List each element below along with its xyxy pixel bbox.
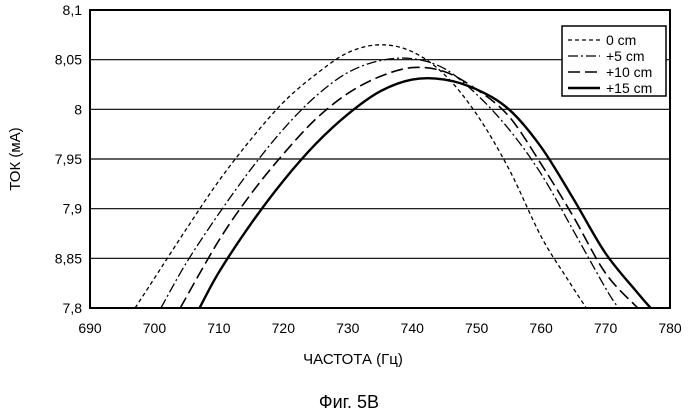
x-tick-label: 740 [401,320,425,336]
series-line-3 [198,76,652,308]
legend-label: +5 cm [606,48,645,64]
y-tick-label: 7,9 [63,201,83,217]
series-line-1 [160,57,619,308]
y-tick-label: 7,95 [55,151,82,167]
y-tick-label: 7,8 [63,300,83,316]
series-line-2 [179,66,639,308]
x-tick-label: 710 [207,320,231,336]
legend: 0 cm+5 cm+10 cm+15 cm [561,25,667,97]
x-tick-label: 750 [465,320,489,336]
x-tick-label: 770 [594,320,618,336]
series-layer [134,44,652,308]
x-tick-label: 730 [336,320,360,336]
y-tick-label: 8,1 [63,2,83,18]
x-tick-label: 780 [658,320,682,336]
legend-label: +10 cm [606,64,652,80]
legend-label: +15 cm [606,80,652,96]
x-axis-title: ЧАСТОТА (Гц) [303,351,403,368]
x-tick-labels: 690 700 710 720 730 740 750 760 770 780 [78,320,682,336]
y-tick-label: 8,85 [55,250,82,266]
x-tick-label: 690 [78,320,102,336]
x-tick-label: 760 [529,320,553,336]
y-tick-label: 8 [74,101,82,117]
legend-box [561,25,667,97]
y-tick-label: 8,05 [55,52,82,68]
legend-label: 0 cm [606,32,636,48]
figure-caption: Фиг. 5В [319,392,379,412]
y-axis-title: ТОК (мА) [7,127,24,190]
plot-frame [89,9,671,309]
y-tick-labels: 7,8 8,85 7,9 7,95 8 8,05 8,1 [55,2,82,316]
x-tick-label: 700 [143,320,167,336]
series-line-0 [134,44,587,308]
grid-lines [90,59,670,259]
x-tick-label: 720 [272,320,296,336]
